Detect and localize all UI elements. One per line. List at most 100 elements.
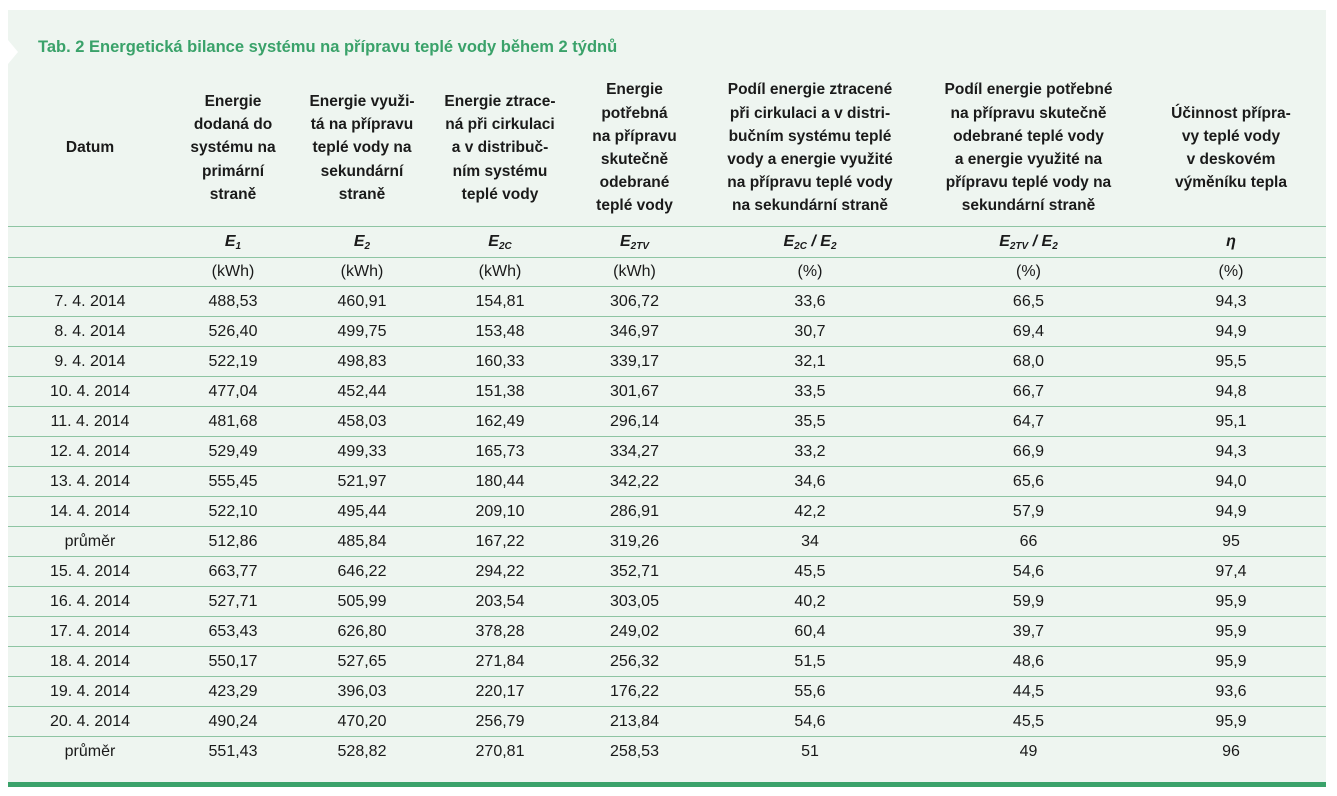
table-row: 19. 4. 2014 423,29 396,03 220,17 176,22 55,6 4… bbox=[8, 676, 1326, 708]
date-cell: 8. 4. 2014 bbox=[8, 316, 172, 348]
date-cell: 18. 4. 2014 bbox=[8, 646, 172, 678]
value-cell: 522,10 bbox=[172, 496, 294, 528]
header-line: potřebná bbox=[601, 104, 668, 122]
column-header: Energie dodaná do systému na primární straně bbox=[172, 70, 294, 227]
value-cell: 378,28 bbox=[430, 616, 570, 648]
header-line: a v distribuč- bbox=[451, 139, 549, 157]
header-line: Energie ztrace- bbox=[444, 92, 556, 110]
value-cell: 213,84 bbox=[570, 706, 699, 738]
date-cell: 20. 4. 2014 bbox=[8, 706, 172, 738]
header-line: teplé vody bbox=[461, 185, 539, 203]
value-cell: 66,7 bbox=[921, 376, 1136, 408]
header-line: Energie bbox=[204, 92, 262, 110]
value-cell: 352,71 bbox=[570, 556, 699, 588]
value-cell: 34,6 bbox=[699, 466, 921, 498]
value-cell: 167,22 bbox=[430, 526, 570, 558]
value-cell: 653,43 bbox=[172, 616, 294, 648]
value-cell: 54,6 bbox=[699, 706, 921, 738]
value-cell: 522,19 bbox=[172, 346, 294, 378]
symbol-subscript: 2TV bbox=[1009, 240, 1029, 252]
value-cell: 154,81 bbox=[430, 286, 570, 318]
header-line: skutečně bbox=[600, 151, 669, 168]
value-cell: 256,32 bbox=[570, 646, 699, 678]
value-cell: 33,5 bbox=[699, 376, 921, 408]
value-cell: 95,5 bbox=[1136, 346, 1326, 378]
value-cell: 45,5 bbox=[921, 706, 1136, 738]
value-cell: 59,9 bbox=[921, 586, 1136, 618]
symbol-subscript: 2 bbox=[364, 240, 371, 252]
value-cell: 97,4 bbox=[1136, 556, 1326, 588]
table-row: 9. 4. 2014 522,19 498,83 160,33 339,17 32,1 68… bbox=[8, 346, 1326, 378]
date-cell: 9. 4. 2014 bbox=[8, 346, 172, 378]
date-cell: 19. 4. 2014 bbox=[8, 676, 172, 708]
value-cell: 499,75 bbox=[294, 316, 430, 348]
header-line: v deskovém bbox=[1186, 151, 1276, 168]
unit-cell: (kWh) bbox=[570, 257, 699, 287]
header-line: Energie využi- bbox=[309, 92, 415, 110]
value-cell: 40,2 bbox=[699, 586, 921, 618]
value-cell: 646,22 bbox=[294, 556, 430, 588]
symbol-base: E bbox=[783, 232, 795, 250]
table-row: 14. 4. 2014 522,10 495,44 209,10 286,91 42,2 5… bbox=[8, 496, 1326, 528]
value-cell: 477,04 bbox=[172, 376, 294, 408]
symbol-subscript: 2C bbox=[498, 240, 512, 252]
table-row: 18. 4. 2014 550,17 527,65 271,84 256,32 51,5 4… bbox=[8, 646, 1326, 678]
header-line: sekundární straně bbox=[961, 197, 1096, 215]
value-cell: 396,03 bbox=[294, 676, 430, 708]
value-cell: 663,77 bbox=[172, 556, 294, 588]
value-cell: 39,7 bbox=[921, 616, 1136, 648]
date-cell: 12. 4. 2014 bbox=[8, 436, 172, 468]
average-row: průměr 512,86 485,84 167,22 319,26 34 66 95 bbox=[8, 526, 1326, 558]
value-cell: 55,6 bbox=[699, 676, 921, 708]
symbol-base: E bbox=[488, 232, 499, 250]
column-header: Účinnost přípra-vy teplé vody v deskovém v… bbox=[1136, 70, 1326, 227]
value-cell: 452,44 bbox=[294, 376, 430, 408]
header-line: výměníku tepla bbox=[1175, 174, 1287, 192]
header-line: Energie bbox=[606, 81, 663, 99]
value-cell: 499,33 bbox=[294, 436, 430, 468]
value-cell: 203,54 bbox=[430, 586, 570, 618]
value-cell: 65,6 bbox=[921, 466, 1136, 498]
value-cell: 94,3 bbox=[1136, 436, 1326, 468]
value-cell: 296,14 bbox=[570, 406, 699, 438]
value-cell: 33,2 bbox=[699, 436, 921, 468]
value-cell: 521,97 bbox=[294, 466, 430, 498]
value-cell: 249,02 bbox=[570, 616, 699, 648]
value-cell: 44,5 bbox=[921, 676, 1136, 708]
value-cell: 551,43 bbox=[208, 742, 258, 760]
value-cell: 95,9 bbox=[1136, 586, 1326, 618]
header-line: Účinnost přípra- bbox=[1171, 104, 1291, 122]
value-cell: 51 bbox=[801, 742, 819, 760]
header-line: přípravu teplé vody na bbox=[945, 174, 1112, 192]
date-cell: 16. 4. 2014 bbox=[8, 586, 172, 618]
header-line: Podíl energie ztracené bbox=[727, 81, 893, 99]
value-cell: 460,91 bbox=[294, 286, 430, 318]
value-cell: 294,22 bbox=[430, 556, 570, 588]
header-line: teplé vody na bbox=[312, 139, 412, 157]
value-cell: 550,17 bbox=[172, 646, 294, 678]
value-cell: 95 bbox=[1136, 526, 1326, 558]
symbol-rest: / E bbox=[806, 232, 831, 250]
value-cell: 54,6 bbox=[921, 556, 1136, 588]
table-body: 7. 4. 2014 488,53 460,91 154,81 306,72 33,6 66… bbox=[8, 286, 1326, 767]
energy-balance-table: Datum Energie dodaná do systému na primární s… bbox=[8, 70, 1326, 766]
value-cell: 256,79 bbox=[430, 706, 570, 738]
symbol-subscript: 2C bbox=[794, 240, 807, 252]
value-cell: 42,2 bbox=[699, 496, 921, 528]
value-cell: 94,9 bbox=[1136, 496, 1326, 528]
unit-cell: (%) bbox=[699, 257, 921, 287]
value-cell: 160,33 bbox=[430, 346, 570, 378]
unit-cell: (%) bbox=[1136, 257, 1326, 287]
value-cell: 286,91 bbox=[570, 496, 699, 528]
symbol-subscript: 2TV bbox=[630, 240, 649, 252]
symbol-subscript: 1 bbox=[235, 240, 242, 252]
value-cell: 94,8 bbox=[1136, 376, 1326, 408]
unit-row: (kWh) (kWh) (kWh) (kWh) (%) (%) (%) bbox=[8, 257, 1326, 287]
value-cell: 35,5 bbox=[699, 406, 921, 438]
value-cell: 485,84 bbox=[294, 526, 430, 558]
header-line: straně bbox=[209, 185, 257, 203]
header-line: primární bbox=[201, 162, 264, 180]
table-row: 15. 4. 2014 663,77 646,22 294,22 352,71 45,5 5… bbox=[8, 556, 1326, 588]
value-cell: 165,73 bbox=[430, 436, 570, 468]
value-cell: 527,65 bbox=[294, 646, 430, 678]
